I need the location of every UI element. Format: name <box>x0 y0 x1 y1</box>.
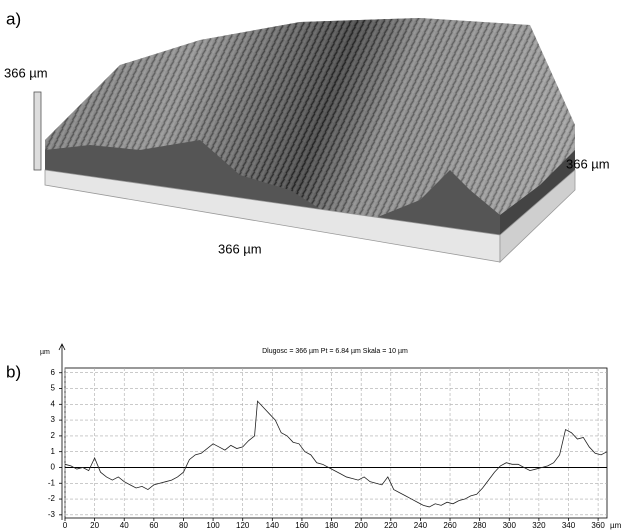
y-tick-label: 2 <box>51 431 56 440</box>
plot-area <box>65 368 607 518</box>
x-tick-label: 80 <box>179 521 188 530</box>
y-tick-label: 1 <box>51 447 56 456</box>
y-tick-label: -2 <box>48 494 56 503</box>
x-tick-label: 180 <box>325 521 339 530</box>
x-tick-label: 20 <box>90 521 99 530</box>
y-tick-label: 4 <box>51 399 56 408</box>
dimension-label: 366 µm <box>4 65 48 80</box>
dimension-label: 366 µm <box>566 156 610 171</box>
x-tick-label: 160 <box>295 521 309 530</box>
y-axis-label: µm <box>40 349 50 356</box>
x-tick-label: 340 <box>562 521 576 530</box>
x-tick-label: 60 <box>149 521 158 530</box>
x-tick-label: 320 <box>532 521 546 530</box>
chart-title: Dlugosc = 366 µm Pt = 6.84 µm Skala = 10… <box>262 348 408 355</box>
y-tick-label: 6 <box>51 368 56 377</box>
y-tick-label: 5 <box>51 384 56 393</box>
x-tick-label: 140 <box>266 521 280 530</box>
figure: a) 366 µm 366 µm 366 µm b) Dlugosc = 366… <box>0 0 627 531</box>
y-tick-label: -1 <box>48 478 56 487</box>
x-tick-label: 300 <box>503 521 517 530</box>
surface-3d <box>34 18 575 262</box>
x-tick-label: 100 <box>206 521 220 530</box>
x-tick-label: 360 <box>591 521 605 530</box>
x-tick-label: 240 <box>414 521 428 530</box>
x-tick-label: 220 <box>384 521 398 530</box>
x-tick-label: 280 <box>473 521 487 530</box>
y-tick-label: -3 <box>48 510 56 519</box>
panel-label: b) <box>6 362 21 381</box>
panel-label: a) <box>6 9 21 28</box>
x-axis-label: µm <box>610 521 622 530</box>
dimension-label: 366 µm <box>218 241 262 256</box>
x-tick-label: 0 <box>63 521 68 530</box>
x-tick-label: 200 <box>354 521 368 530</box>
x-tick-label: 40 <box>120 521 129 530</box>
x-tick-label: 120 <box>236 521 250 530</box>
y-tick-label: 0 <box>51 463 56 472</box>
y-tick-label: 3 <box>51 415 56 424</box>
x-tick-label: 260 <box>443 521 457 530</box>
